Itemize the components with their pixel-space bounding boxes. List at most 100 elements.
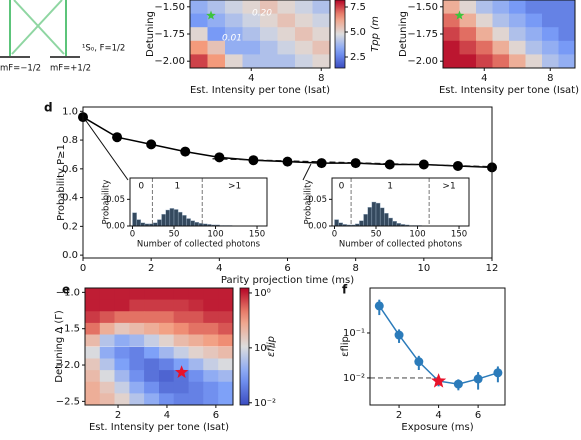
heatmap-cell	[99, 311, 116, 324]
data-point	[282, 156, 293, 167]
y-tick-label: 0.00	[308, 222, 327, 232]
heatmap-cell	[225, 54, 243, 69]
heatmap-cell	[242, 27, 261, 42]
heatmap-cell	[459, 13, 477, 28]
x-tick-label: 100	[409, 230, 425, 240]
histogram-bar	[132, 212, 137, 227]
data-point	[418, 159, 429, 170]
region-label: >1	[442, 182, 455, 192]
heatmap-cell	[173, 370, 189, 383]
contour-label: 0.20	[252, 9, 272, 19]
heatmap-cell	[242, 54, 261, 69]
y-tick-label: 0.6	[62, 164, 78, 175]
x-tick-label: 150	[451, 230, 467, 240]
state-label: ¹S₀, F=1/2	[82, 44, 125, 54]
heatmap-cell	[225, 0, 243, 14]
y-tick-label: 10⁻¹	[343, 328, 365, 339]
y-tick-label: −2.00	[154, 56, 185, 67]
heatmap-cell	[218, 346, 234, 359]
histogram-bar	[384, 212, 389, 227]
heatmap-cell	[129, 393, 145, 406]
heatmap-cell	[129, 322, 145, 335]
heatmap-cell	[173, 358, 189, 371]
y-axis-label: Probability P≥1	[56, 144, 67, 221]
star-marker	[206, 10, 216, 20]
heatmap-cell	[190, 40, 208, 55]
y-tick-label: 0.8	[62, 135, 78, 146]
y-tick-label: −1.50	[154, 2, 185, 13]
heatmap-cell	[312, 40, 331, 55]
data-point	[473, 374, 483, 384]
heatmap-cell	[443, 0, 460, 14]
x-tick-label: 4	[481, 73, 487, 84]
heatmap-cell	[459, 40, 477, 55]
colorbar-tick-label: 10⁰	[254, 288, 271, 299]
heatmap-cell	[173, 322, 189, 335]
region-label: 0	[138, 182, 144, 192]
heatmap-cell	[159, 370, 175, 383]
axes-frame	[84, 287, 234, 406]
x-axis-label: Number of collected photons	[137, 240, 261, 250]
heatmap-cell	[492, 40, 510, 55]
heatmap-cell	[207, 27, 226, 42]
heatmap-cell	[443, 40, 460, 55]
heatmap-cell	[114, 346, 130, 359]
heatmap-cell	[525, 27, 543, 42]
heatmap-cell	[260, 13, 278, 28]
data-point	[374, 301, 384, 311]
heatmap-cell	[129, 358, 145, 371]
data-point	[414, 357, 424, 367]
heatmap-cell	[509, 0, 526, 14]
heatmap-cell	[173, 334, 189, 347]
heatmap-cell	[218, 334, 234, 347]
heatmap-cell	[203, 322, 219, 335]
heatmap-cell	[159, 346, 175, 359]
heatmap-cell	[188, 381, 204, 394]
inset-bg	[332, 178, 469, 226]
x-tick-label: 50	[371, 230, 382, 240]
heatmap-cell	[144, 393, 160, 406]
heatmap-cell	[129, 334, 145, 347]
heatmap-cell	[218, 288, 234, 301]
data-point	[248, 155, 259, 166]
heatmap-cell	[188, 346, 204, 359]
x-axis-label: Number of collected photons	[339, 240, 463, 250]
heatmap-cell	[159, 334, 175, 347]
heatmap-cell	[218, 299, 234, 312]
heatmap-cell	[218, 311, 234, 324]
heatmap-cell	[476, 54, 493, 69]
heatmap-cell	[260, 40, 278, 55]
x-tick-label: 10	[417, 263, 430, 274]
heatmap-cell	[476, 40, 493, 55]
histogram-bar	[359, 220, 364, 227]
panel-letter: f	[342, 283, 348, 297]
axes-frame	[369, 287, 506, 406]
x-axis-label: Est. Intensity per tone (Isat)	[190, 85, 330, 96]
x-tick-label: 100	[207, 230, 223, 240]
contour-label: 0.01	[222, 34, 242, 44]
heatmap-cell	[114, 358, 130, 371]
heatmap-cell	[509, 27, 526, 42]
highlight-star	[431, 373, 447, 388]
star-marker	[454, 10, 465, 20]
heatmap-cell	[207, 40, 226, 55]
transition-line	[11, 0, 63, 55]
heatmap-cell	[99, 288, 116, 301]
heatmap-cell	[225, 13, 243, 28]
heatmap-cell	[492, 13, 510, 28]
colorbar-tick-label: 2.5	[350, 52, 366, 63]
data-point	[316, 158, 327, 169]
x-tick-label: 0	[130, 230, 135, 240]
heatmap-cell	[159, 288, 175, 301]
x-tick-label: 150	[249, 230, 265, 240]
y-tick-label: 1.0	[62, 106, 78, 117]
histogram-bar	[136, 219, 141, 227]
heatmap-cell	[188, 322, 204, 335]
heatmap-cell	[225, 40, 243, 55]
y-axis-label: Detuning	[145, 11, 156, 57]
level-diagram: mF=−1/2 mF=+1/2 ¹S₀, F=1/2	[0, 0, 125, 74]
histogram-bar	[157, 219, 162, 227]
x-tick-label: 4	[216, 263, 222, 274]
heatmap-cell	[509, 40, 526, 55]
heatmap-cell	[99, 299, 116, 312]
